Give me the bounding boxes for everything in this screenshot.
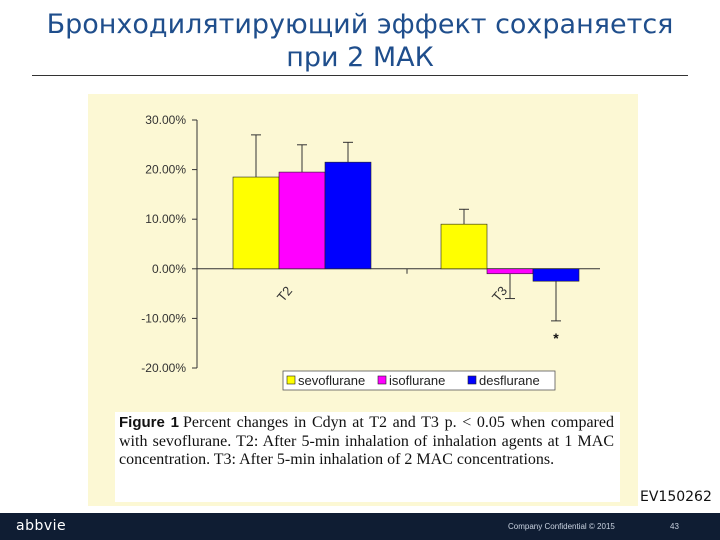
y-tick-label: -10.00% [141,311,186,325]
y-tick-label: 0.00% [152,262,186,276]
x-tick-label-T3: T3 [489,283,510,304]
bar-isoflurane-T2 [278,171,326,270]
footer-bar: abbvie Company Confidential © 2015 43 [0,513,720,540]
slide-title: Бронходилятирующий эффект сохраняется пр… [20,8,700,74]
slide-title-line-2: при 2 МАК [286,42,434,73]
bar-desflurane-T2 [324,161,372,270]
confidential-notice: Company Confidential © 2015 [508,522,615,531]
y-tick-label: 10.00% [145,212,186,226]
slide-title-line-1: Бронходилятирующий эффект сохраняется [46,9,674,40]
legend-box [282,370,556,391]
y-tick-label: 20.00% [145,163,186,177]
legend-swatch-desflurane [467,375,477,385]
significance-marker: * [553,330,559,346]
legend-label-isoflurane: isoflurane [389,373,445,388]
bar-desflurane-T3 [532,268,580,282]
legend-label-sevoflurane: sevoflurane [298,373,365,388]
bar-sevoflurane-T2 [232,176,280,270]
x-tick-label-T2: T2 [274,283,295,304]
bar-sevoflurane-T3 [440,223,488,270]
bar-isoflurane-T3 [486,268,534,275]
legend-swatch-sevoflurane [286,375,296,385]
page-number: 43 [670,522,679,531]
abbvie-logo: abbvie [16,518,67,534]
slide-code: EV150262 [640,489,712,505]
title-underline [32,75,688,76]
y-tick-label: -20.00% [141,361,186,375]
y-tick-label: 30.00% [145,113,186,127]
figure-caption: Figure 1 Percent changes in Cdyn at T2 an… [115,412,620,502]
figure-caption-text: Percent changes in Cdyn at T2 and T3 p. … [119,414,614,468]
figure-caption-label: Figure 1 [119,414,180,431]
legend-swatch-isoflurane [377,375,387,385]
legend-label-desflurane: desflurane [479,373,540,388]
